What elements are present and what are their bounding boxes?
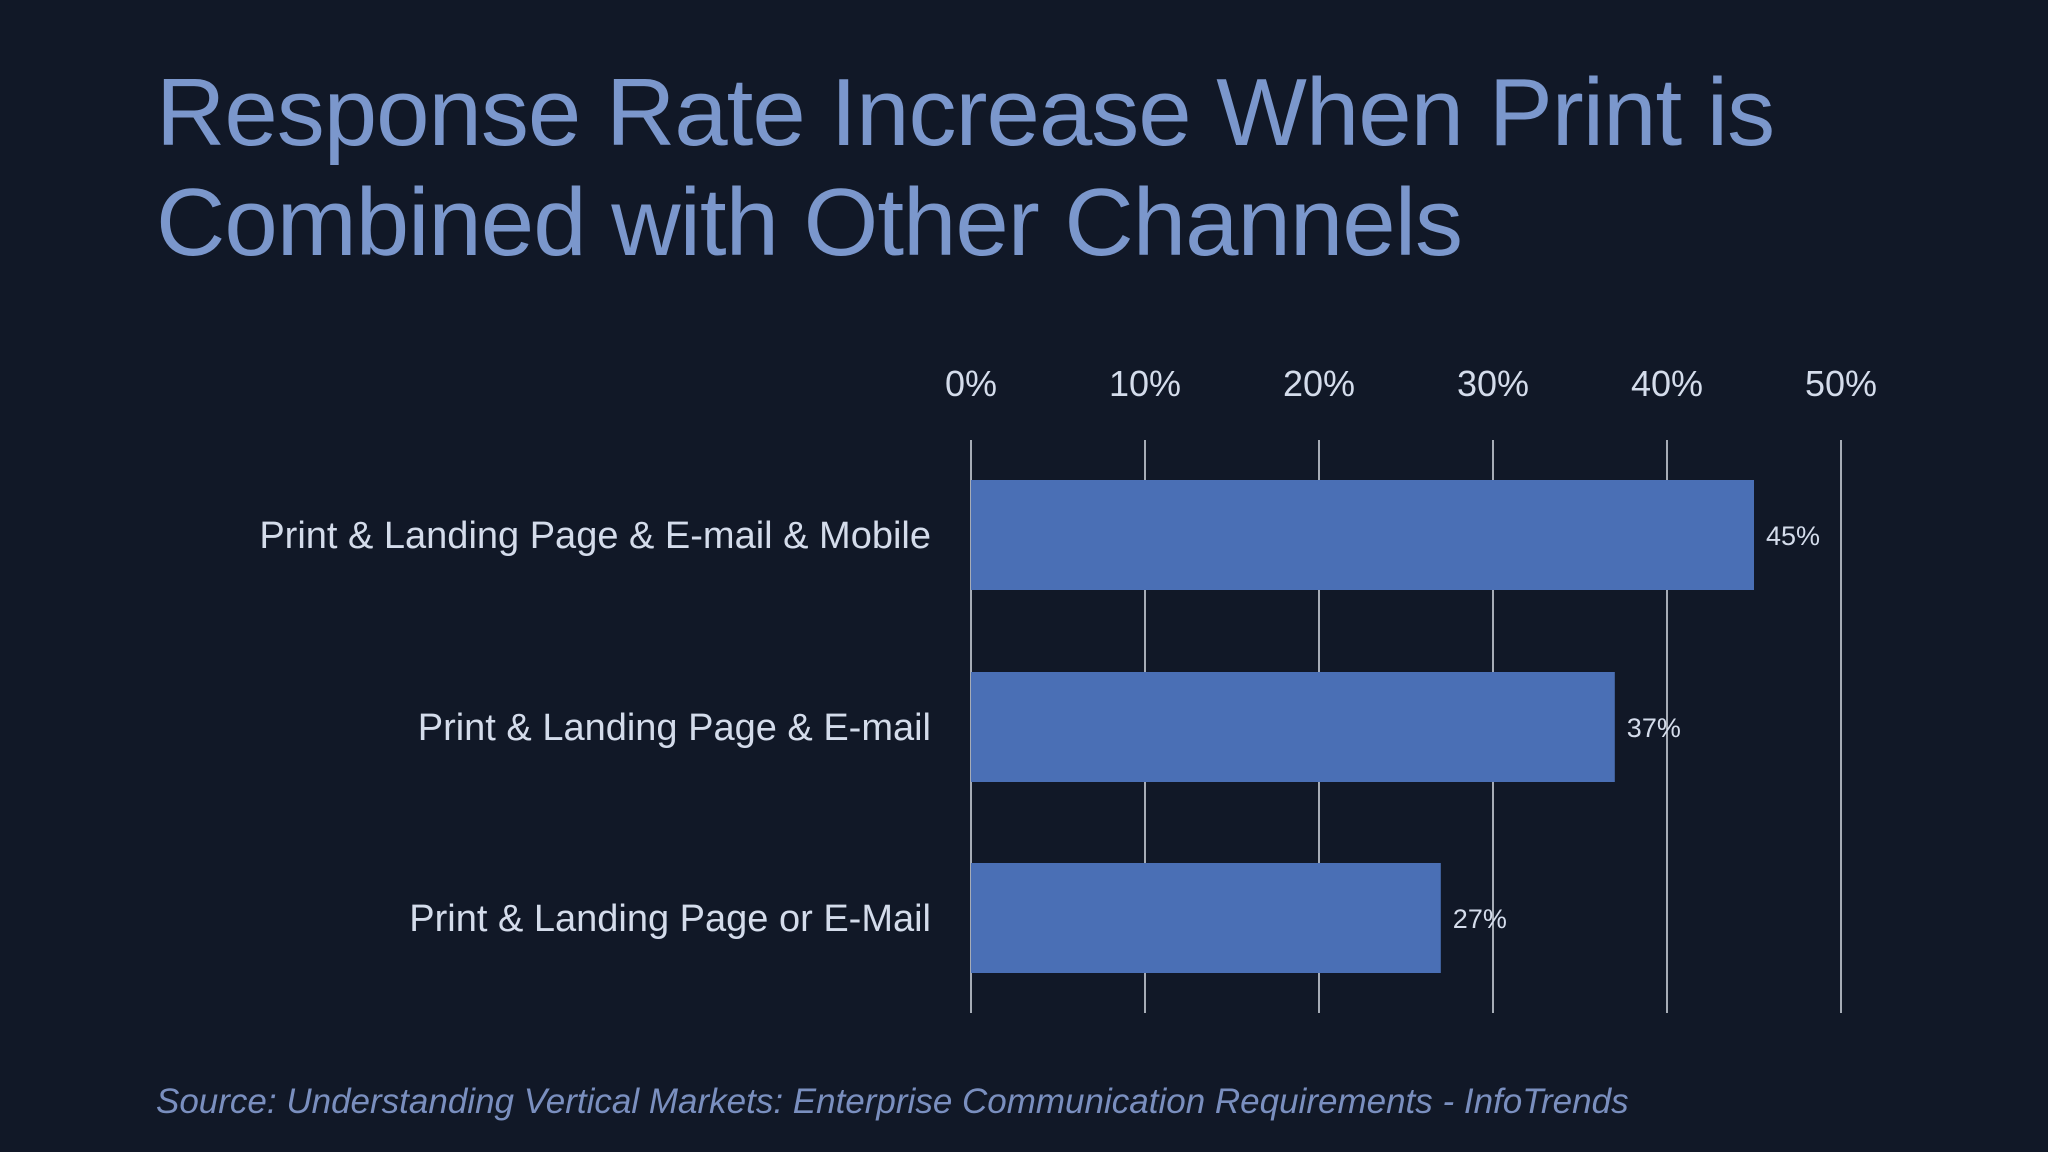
category-labels: Print & Landing Page & E-mail & Mobile Pr… <box>259 515 931 940</box>
chart-title: Response Rate Increase When Print is Com… <box>156 59 1775 276</box>
bar <box>971 863 1441 973</box>
value-label: 37% <box>1627 713 1681 743</box>
x-tick-label: 30% <box>1457 363 1529 404</box>
bar <box>971 480 1754 590</box>
value-labels: 45% 37% 27% <box>1453 521 1820 934</box>
x-tick-label: 50% <box>1805 363 1877 404</box>
bars <box>971 480 1754 973</box>
x-tick-label: 20% <box>1283 363 1355 404</box>
category-label: Print & Landing Page & E-mail <box>418 707 931 749</box>
bar <box>971 672 1615 782</box>
category-label: Print & Landing Page & E-mail & Mobile <box>259 515 931 557</box>
x-tick-label: 40% <box>1631 363 1703 404</box>
x-axis-ticks: 0% 10% 20% 30% 40% 50% <box>945 363 1877 404</box>
value-label: 45% <box>1766 521 1820 551</box>
x-tick-label: 10% <box>1109 363 1181 404</box>
source-note: Source: Understanding Vertical Markets: … <box>156 1082 1629 1121</box>
category-label: Print & Landing Page or E-Mail <box>409 898 931 940</box>
value-label: 27% <box>1453 904 1507 934</box>
x-tick-label: 0% <box>945 363 997 404</box>
